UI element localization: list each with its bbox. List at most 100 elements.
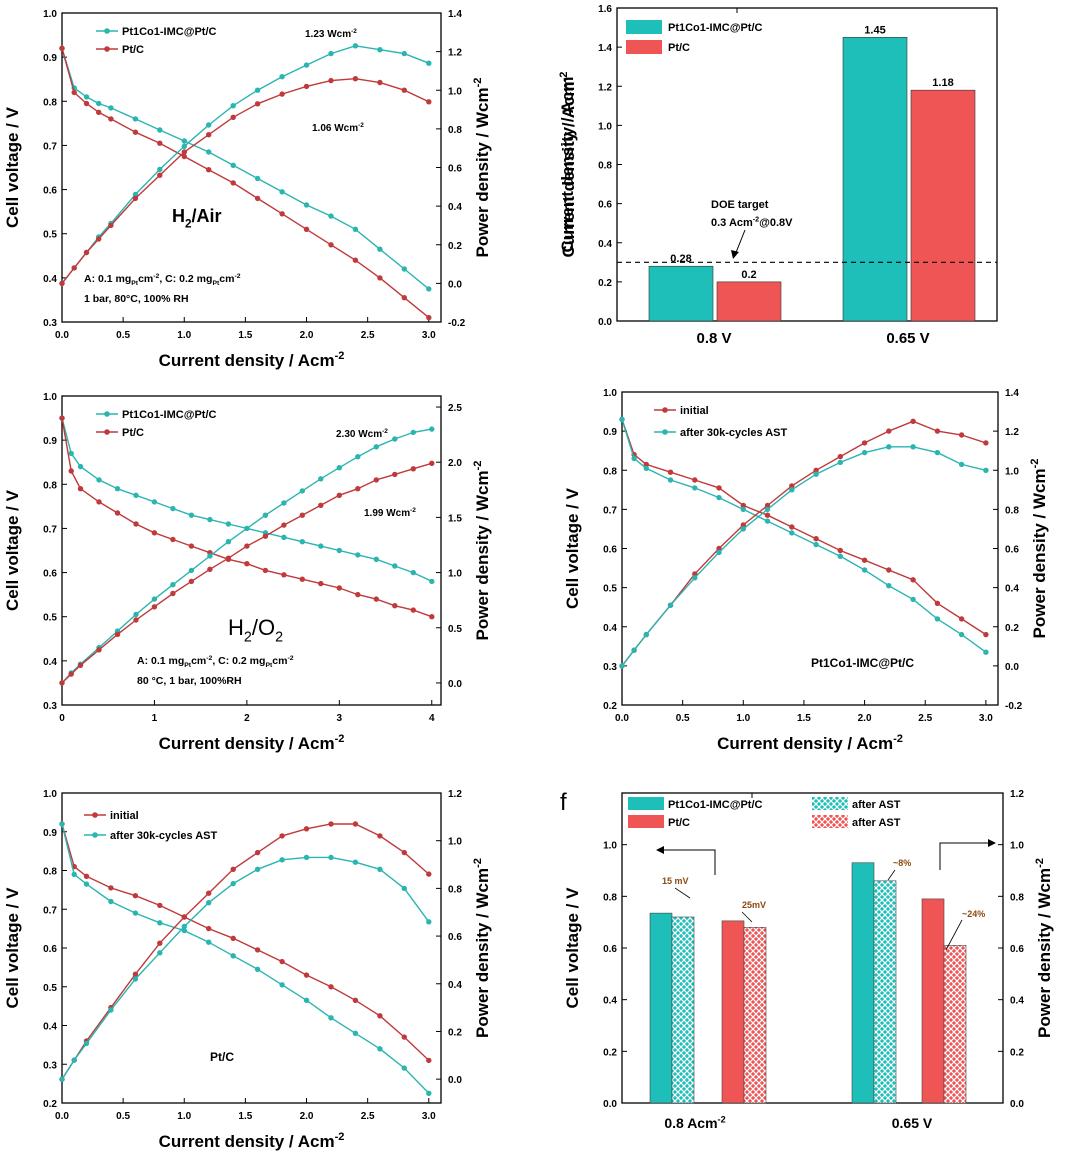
x-tick-label: 4 — [429, 713, 435, 724]
x-category-label-b: 0.65 V — [886, 330, 929, 347]
y-tick-label: 0.4 — [43, 1022, 57, 1033]
data-point — [392, 603, 398, 609]
series-line-d-3 — [621, 446, 987, 667]
data-point — [934, 600, 941, 606]
data-point — [410, 607, 416, 613]
peak-label-c-2-part-1: -2 — [410, 507, 416, 514]
data-point — [83, 881, 90, 887]
y2-tick-label: 1.0 — [1005, 466, 1019, 477]
data-point — [77, 463, 84, 470]
doe-target-arrow — [734, 229, 746, 256]
peak-label-c-1: 2.30 Wcm-2 — [336, 428, 388, 440]
y-tick-label: 0.4 — [598, 239, 612, 250]
delta-pointer — [887, 869, 896, 881]
data-point — [429, 460, 435, 466]
data-point — [132, 191, 139, 198]
y-axis-label-c: Cell voltage / V — [3, 489, 22, 611]
data-point — [59, 821, 65, 827]
data-point — [426, 1057, 432, 1064]
data-point — [401, 885, 407, 892]
series-line-e-0 — [61, 823, 430, 1061]
x-axis-label-c-part-1: -2 — [335, 733, 345, 745]
y-tick-label: 1.0 — [43, 789, 57, 800]
y-tick-label: 0.8 — [43, 867, 57, 878]
data-point — [643, 461, 649, 468]
data-point — [910, 596, 916, 603]
data-point — [83, 249, 90, 256]
data-point — [133, 617, 139, 623]
conditions-a-1-part-6: cm — [219, 273, 234, 285]
legend-label-f-1: after AST — [852, 799, 901, 811]
conditions-a-1-part-5: Pt — [212, 280, 220, 287]
conditions-a-1: A: 0.1 mgPtcm-2, C: 0.2 mgPtcm-2 — [84, 273, 241, 287]
y2-tick-label: 1.2 — [448, 789, 462, 800]
y-tick-label: 0.4 — [603, 996, 617, 1007]
x-tick-label: 0.5 — [116, 1111, 130, 1122]
data-point — [188, 567, 195, 574]
x-tick-label: 2.0 — [300, 1111, 314, 1122]
data-point — [151, 596, 158, 602]
data-point — [254, 866, 261, 872]
data-point — [281, 500, 287, 506]
x-tick-label: 1.5 — [238, 330, 252, 341]
data-point — [328, 50, 334, 57]
data-point — [83, 94, 90, 100]
data-point — [157, 902, 163, 909]
y2-tick-label: 0.2 — [448, 1027, 462, 1038]
data-point — [426, 286, 432, 292]
conditions-c-1-part-3: -2 — [206, 655, 212, 662]
y2-tick-label: 0.0 — [1005, 662, 1019, 673]
x-axis-label-d-part-0: Current density / Acm — [717, 734, 893, 753]
data-point — [230, 162, 236, 168]
bar-b-1-0 — [716, 281, 782, 322]
data-point — [207, 566, 213, 572]
data-point — [170, 536, 176, 543]
x-tick-label: 3.0 — [422, 1111, 436, 1122]
doe-target-arrowhead — [731, 250, 739, 259]
right-axis-arrowhead — [988, 839, 996, 847]
data-point — [279, 189, 285, 195]
peak-label-a-1: 1.23 Wcm-2 — [305, 28, 357, 40]
data-point — [68, 671, 74, 677]
y-tick-label: 0.2 — [43, 1099, 57, 1110]
legend-item-e-0-marker — [92, 812, 98, 818]
data-point — [157, 172, 163, 178]
data-point — [401, 87, 407, 93]
data-point — [861, 557, 868, 563]
data-point — [373, 477, 379, 483]
gas-label-a-part-0: H — [172, 206, 185, 226]
y2-axis-label-f: Power density / Wcm-2 — [1034, 858, 1054, 1038]
data-point — [157, 920, 163, 926]
y-tick-label: 0.5 — [603, 584, 617, 595]
x-axis-label-d-part-1: -2 — [893, 733, 903, 745]
legend-item-e-0: initial — [110, 810, 139, 822]
data-point — [328, 984, 334, 990]
conditions-c-1: A: 0.1 mgPtcm-2, C: 0.2 mgPtcm-2 — [137, 655, 294, 669]
y-tick-label: 0.6 — [43, 569, 57, 580]
peak-label-a-2-part-1: -2 — [358, 122, 364, 129]
legend-item-d-0: initial — [680, 405, 709, 417]
data-point — [716, 494, 722, 501]
legend-label-b-0: Pt1Co1-IMC@Pt/C — [668, 22, 763, 34]
y2-axis-label-f-part-1: -2 — [1034, 858, 1046, 868]
peak-label-a-1-part-0: 1.23 Wcm — [305, 29, 351, 40]
y2-axis-label-f-part-0: Power density / Wcm — [1035, 868, 1054, 1038]
conditions-a-1-part-3: -2 — [153, 273, 159, 280]
series-line-c-1 — [61, 417, 433, 618]
data-point — [886, 583, 892, 589]
data-point — [132, 971, 139, 977]
y-tick-label: 0.5 — [43, 613, 57, 624]
y2-tick-label: 0.5 — [448, 624, 462, 635]
y-tick-label: 0.3 — [43, 318, 57, 329]
x-axis-label-c-part-0: Current density / Acm — [159, 734, 335, 753]
data-point — [254, 849, 261, 856]
conditions-c-1-part-1: Pt — [184, 662, 192, 669]
data-point — [426, 314, 432, 321]
data-point — [837, 547, 843, 554]
data-point — [254, 947, 261, 953]
data-point — [983, 631, 989, 638]
data-point — [318, 476, 324, 482]
data-point — [151, 604, 158, 610]
legend-item-d-1-marker — [662, 429, 668, 435]
series-line-c-2 — [61, 428, 432, 684]
